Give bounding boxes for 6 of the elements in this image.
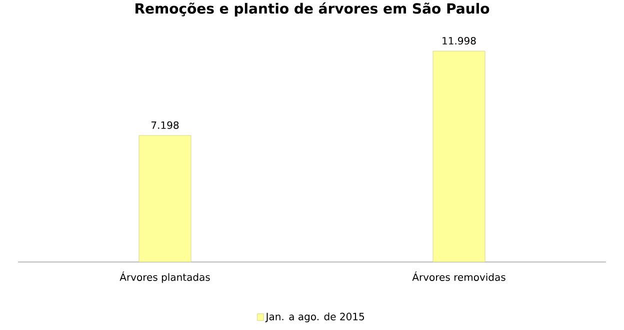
x-tick-label: Árvores plantadas — [120, 272, 210, 283]
data-label: 11.998 — [442, 36, 476, 45]
x-tick-label: Árvores removidas — [412, 272, 506, 281]
chart-title: Remoções e plantio de árvores em São Paulo — [136, 2, 490, 16]
data-label: 7.198 — [152, 121, 179, 129]
legend-label: Jan. a ago. de 2015 — [265, 312, 364, 322]
